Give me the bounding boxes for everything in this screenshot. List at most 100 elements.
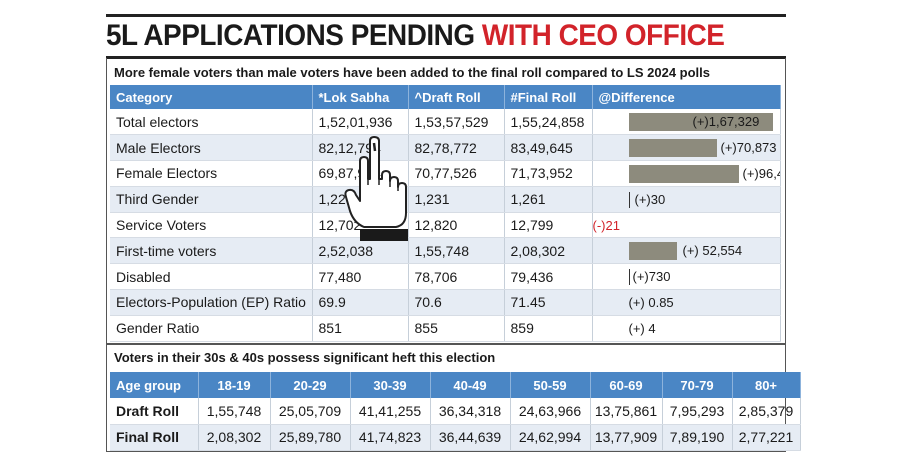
cell-category: Gender Ratio	[110, 315, 313, 342]
cell-draft-roll: 1,231	[408, 186, 505, 213]
cell-difference: (+)96,426	[592, 160, 781, 187]
table-row: Male Electors 82,12,794 82,78,772 83,49,645…	[110, 134, 781, 162]
cell-difference: (-)21	[592, 212, 781, 239]
cell-final-roll: 859	[504, 315, 593, 342]
cell-final-roll: 71,73,952	[504, 160, 593, 187]
cell-category: Female Electors	[110, 160, 313, 187]
cell-lok-sabha: 82,12,794	[312, 134, 409, 162]
cell-category: Third Gender	[110, 186, 313, 213]
cell-voter-count: 2,08,302	[198, 424, 271, 451]
table-row: Third Gender 1,228 1,231 1,261 (+)30	[110, 186, 781, 213]
difference-bar	[628, 165, 739, 184]
table-row: Service Voters 12,702 12,820 12,799 (-)21	[110, 212, 781, 239]
cell-voter-count: 2,77,221	[732, 424, 801, 451]
difference-bar	[628, 139, 717, 158]
col-header-final-roll: #Final Roll	[504, 85, 593, 109]
electors-header-row: Category *Lok Sabha ^Draft Roll #Final R…	[110, 85, 781, 109]
table-subtitle: More female voters than male voters have…	[114, 65, 711, 80]
col-header-age-bucket: 40-49	[430, 372, 511, 398]
cell-difference: (+)1,67,329	[592, 109, 781, 136]
table-row: Female Electors 69,87,914 70,77,526 71,73,9…	[110, 160, 781, 187]
difference-label: (+) 52,554	[682, 243, 743, 259]
cell-final-roll: 2,08,302	[504, 237, 593, 265]
cell-voter-count: 13,77,909	[590, 424, 663, 451]
headline-rule	[106, 56, 786, 59]
cell-voter-count: 24,63,966	[510, 398, 591, 425]
cell-difference: (+) 4	[592, 315, 781, 342]
col-header-age-bucket: 60-69	[590, 372, 663, 398]
cell-difference: (+)730	[592, 263, 781, 291]
col-header-age-group: Age group	[110, 372, 199, 398]
electors-table: Category *Lok Sabha ^Draft Roll #Final R…	[110, 85, 781, 342]
row-label: Final Roll	[110, 424, 199, 451]
cell-voter-count: 36,44,639	[430, 424, 511, 451]
difference-label: (+)1,67,329	[692, 114, 760, 129]
table-row: Draft Roll 1,55,748 25,05,709 41,41,255 36,3…	[110, 398, 801, 425]
col-header-lok-sabha: *Lok Sabha	[312, 85, 409, 109]
col-header-age-bucket: 20-29	[270, 372, 351, 398]
cell-draft-roll: 78,706	[408, 263, 505, 291]
cell-draft-roll: 855	[408, 315, 505, 342]
cell-final-roll: 79,436	[504, 263, 593, 291]
cell-lok-sabha: 2,52,038	[312, 237, 409, 265]
cell-voter-count: 1,55,748	[198, 398, 271, 425]
cell-voter-count: 36,34,318	[430, 398, 511, 425]
cell-category: Male Electors	[110, 134, 313, 162]
infographic: 5L APPLICATIONS PENDING WITH CEO OFFICE …	[106, 0, 801, 458]
table-row: Total electors 1,52,01,936 1,53,57,529 1,55…	[110, 109, 781, 136]
difference-label: (+)96,426	[742, 166, 780, 182]
cell-difference: (+)70,873	[592, 134, 781, 162]
headline-black: 5L APPLICATIONS PENDING	[106, 19, 482, 52]
headline: 5L APPLICATIONS PENDING WITH CEO OFFICE	[106, 17, 725, 55]
cell-draft-roll: 1,53,57,529	[408, 109, 505, 136]
col-header-category: Category	[110, 85, 313, 109]
cell-difference: (+) 52,554	[592, 237, 781, 265]
cell-draft-roll: 12,820	[408, 212, 505, 239]
col-header-age-bucket: 70-79	[662, 372, 733, 398]
cell-voter-count: 41,74,823	[350, 424, 431, 451]
difference-bar	[628, 113, 773, 131]
cell-voter-count: 7,89,190	[662, 424, 733, 451]
col-header-age-bucket: 30-39	[350, 372, 431, 398]
age-group-table: Age group 18-19 20-29 30-39 40-49 50-59 60-69 7…	[110, 372, 801, 451]
cell-difference: (+) 0.85	[592, 289, 781, 316]
cell-category: Service Voters	[110, 212, 313, 239]
difference-tick	[628, 191, 630, 208]
cell-draft-roll: 1,55,748	[408, 237, 505, 265]
section-rule	[106, 343, 786, 345]
age-subtitle: Voters in their 30s & 40s possess signif…	[114, 350, 496, 365]
cell-category: Electors-Population (EP) Ratio	[110, 289, 313, 316]
cell-lok-sabha: 77,480	[312, 263, 409, 291]
cell-voter-count: 25,05,709	[270, 398, 351, 425]
difference-label: (+)730	[632, 269, 671, 285]
cell-voter-count: 7,95,293	[662, 398, 733, 425]
col-header-age-bucket: 80+	[732, 372, 801, 398]
col-header-age-bucket: 50-59	[510, 372, 591, 398]
cell-category: Disabled	[110, 263, 313, 291]
cell-final-roll: 1,261	[504, 186, 593, 213]
table-row: First-time voters 2,52,038 1,55,748 2,08,30…	[110, 237, 781, 265]
top-rule	[106, 14, 786, 17]
cell-voter-count: 24,62,994	[510, 424, 591, 451]
cell-final-roll: 12,799	[504, 212, 593, 239]
cell-draft-roll: 70,77,526	[408, 160, 505, 187]
content-box	[106, 58, 786, 452]
col-header-difference: @Difference	[592, 85, 781, 109]
col-header-age-bucket: 18-19	[198, 372, 271, 398]
cell-lok-sabha: 851	[312, 315, 409, 342]
cell-voter-count: 25,89,780	[270, 424, 351, 451]
table-row: Gender Ratio 851 855 859 (+) 4	[110, 315, 781, 342]
col-header-draft-roll: ^Draft Roll	[408, 85, 505, 109]
difference-bar	[628, 242, 677, 261]
cell-draft-roll: 70.6	[408, 289, 505, 316]
cell-final-roll: 71.45	[504, 289, 593, 316]
cell-voter-count: 13,75,861	[590, 398, 663, 425]
table-row: Electors-Population (EP) Ratio 69.9 70.6 71…	[110, 289, 781, 316]
table-row: Disabled 77,480 78,706 79,436 (+)730	[110, 263, 781, 291]
cell-draft-roll: 82,78,772	[408, 134, 505, 162]
cell-category: Total electors	[110, 109, 313, 136]
cell-difference: (+)30	[592, 186, 781, 213]
difference-label: (+)30	[634, 191, 666, 207]
voting-finger-hand-icon	[344, 136, 408, 241]
difference-label: (+)70,873	[720, 140, 777, 156]
